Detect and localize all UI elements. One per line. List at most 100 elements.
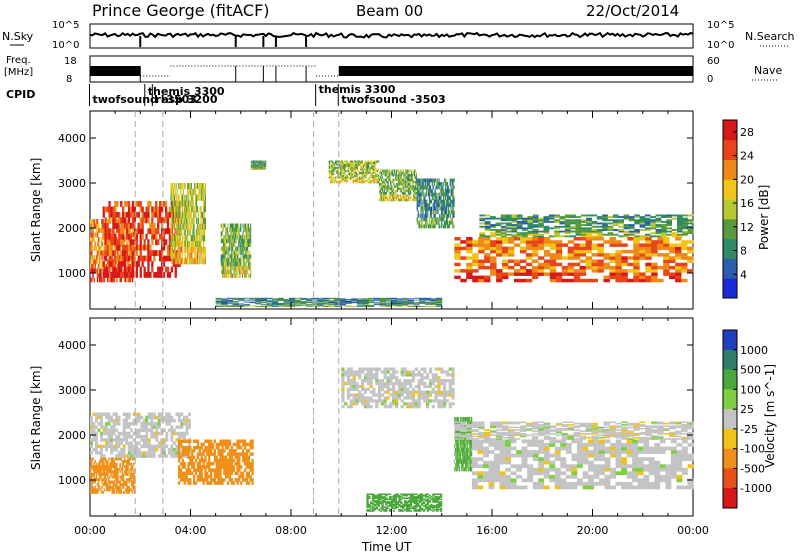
cell-0-9-30-9: [639, 220, 646, 223]
cell-1-1-37-6: [183, 435, 186, 439]
cell-0-8-31-2: [639, 272, 646, 276]
cell-0-8-5-4: [484, 265, 491, 270]
cell-0-10-8-7: [260, 301, 267, 303]
cell-0-5-28-0: [363, 181, 366, 184]
cell-0-1-28-6: [157, 239, 160, 246]
cell-1-1-20-3: [140, 444, 144, 449]
cell-0-4-20-9: [258, 163, 260, 164]
cell-0-7-28-9: [443, 192, 445, 197]
cell-0-7-37-12: [451, 182, 453, 186]
cell-0-3-5-8: [224, 242, 226, 247]
cell-0-8-26-12: [609, 240, 616, 244]
cell-0-1-6-10: [114, 217, 117, 224]
cell-0-2-1-10: [171, 200, 173, 207]
cell-1-0-30-10: [123, 465, 126, 469]
cell-0-6-19-13: [396, 169, 399, 172]
cell-0-3-36-8: [247, 242, 249, 247]
cell-0-3-9-10: [227, 235, 229, 240]
cell-0-1-15-13: [131, 201, 135, 207]
cell-0-1-11-9: [124, 222, 127, 229]
cell-0-1-4-11: [110, 211, 113, 218]
cell-0-1-8-5: [118, 244, 121, 251]
cell-0-5-1-9: [329, 166, 332, 169]
cell-1-0-13-3: [104, 483, 107, 487]
cell-0-7-19-10: [434, 189, 436, 193]
cell-0-6-11-1: [389, 196, 391, 199]
cell-0-8-19-3: [567, 269, 575, 273]
cell-0-6-31-9: [408, 178, 410, 181]
cell-0-9-18-8: [575, 222, 582, 225]
cell-1-1-38-8: [185, 428, 189, 433]
cell-0-6-21-0: [398, 198, 400, 202]
cell-0-7-0-12: [416, 182, 418, 186]
cell-0-3-5-10: [224, 235, 226, 240]
cell-0-6-11-13: [389, 169, 391, 172]
cell-0-1-19-0: [139, 272, 142, 278]
cell-0-9-23-4: [602, 229, 608, 231]
cell-0-6-3-2: [381, 194, 384, 197]
cell-0-6-36-12: [412, 171, 415, 175]
cell-0-10-11-9: [277, 300, 284, 302]
cell-0-8-21-8: [579, 253, 586, 257]
cell-0-0-10-0: [101, 277, 103, 283]
cell-0-1-27-8: [155, 228, 158, 235]
cell-0-3-35-9: [247, 238, 249, 244]
cell-0-5-33-5: [370, 173, 372, 176]
cell-0-8-13-11: [531, 243, 539, 247]
cell-0-10-27-10: [368, 299, 375, 301]
cell-0-6-24-1: [401, 196, 403, 199]
cell-0-3-21-1: [236, 269, 238, 274]
cell-0-0-37-10: [131, 232, 134, 238]
cell-1-0-1-12: [91, 460, 93, 463]
cell-0-3-31-8: [244, 242, 246, 247]
cell-0-6-19-2: [396, 194, 399, 197]
cell-1-0-33-1: [127, 488, 129, 492]
cell-0-9-29-13: [634, 214, 640, 217]
cell-0-2-39-12: [204, 188, 206, 195]
cell-0-7-13-11: [428, 185, 431, 190]
cell-0-2-19-12: [187, 188, 189, 195]
cell-0-9-20-11: [586, 217, 592, 220]
cell-0-3-29-7: [242, 246, 244, 251]
cell-0-5-10-8: [341, 168, 343, 171]
cell-0-10-19-12: [323, 298, 330, 300]
cell-0-3-18-4: [234, 258, 236, 263]
cell-0-8-30-10: [633, 246, 640, 251]
cell-0-0-4-7: [94, 246, 96, 251]
cell-0-2-32-1: [198, 252, 200, 259]
cell-0-1-10-9: [122, 222, 125, 229]
cell-0-8-27-5: [615, 262, 622, 267]
cell-0-8-32-5: [645, 262, 652, 267]
cell-0-10-20-0: [328, 306, 335, 307]
cell-0-1-26-9: [153, 222, 156, 229]
cell-0-6-7-3: [385, 192, 387, 195]
cell-0-1-1-6: [104, 239, 107, 246]
cell-0-2-32-13: [198, 183, 200, 190]
cell-0-9-23-12: [602, 216, 608, 218]
cell-0-1-34-0: [168, 272, 172, 278]
cell-0-2-33-6: [199, 223, 201, 230]
cell-1-0-14-2: [105, 485, 108, 489]
cell-0-7-8-11: [424, 185, 426, 190]
cell-1-0-23-2: [116, 485, 118, 489]
cell-0-6-20-6: [397, 185, 400, 188]
cell-1-0-17-2: [109, 485, 111, 489]
cell-0-9-17-12: [570, 216, 576, 218]
cell-0-7-39-7: [453, 199, 455, 204]
cell-0-10-25-2: [357, 304, 364, 306]
cell-0-10-32-1: [396, 305, 403, 307]
cell-1-1-28-5: [160, 438, 164, 442]
cell-0-7-31-5: [445, 206, 448, 211]
cell-0-0-27-0: [120, 277, 122, 283]
cell-0-2-32-4: [198, 235, 200, 242]
cell-1-0-26-3: [119, 483, 121, 487]
cell-0-5-16-12: [348, 162, 351, 164]
cell-0-9-22-2: [596, 232, 603, 235]
cell-1-0-29-6: [122, 475, 125, 479]
cell-0-3-8-9: [226, 238, 228, 244]
cell-0-1-29-4: [159, 250, 162, 256]
cell-0-3-1-1: [221, 269, 223, 274]
cell-0-8-29-5: [627, 262, 634, 267]
cell-0-2-10-0: [179, 258, 181, 265]
cell-0-10-30-2: [385, 304, 392, 306]
